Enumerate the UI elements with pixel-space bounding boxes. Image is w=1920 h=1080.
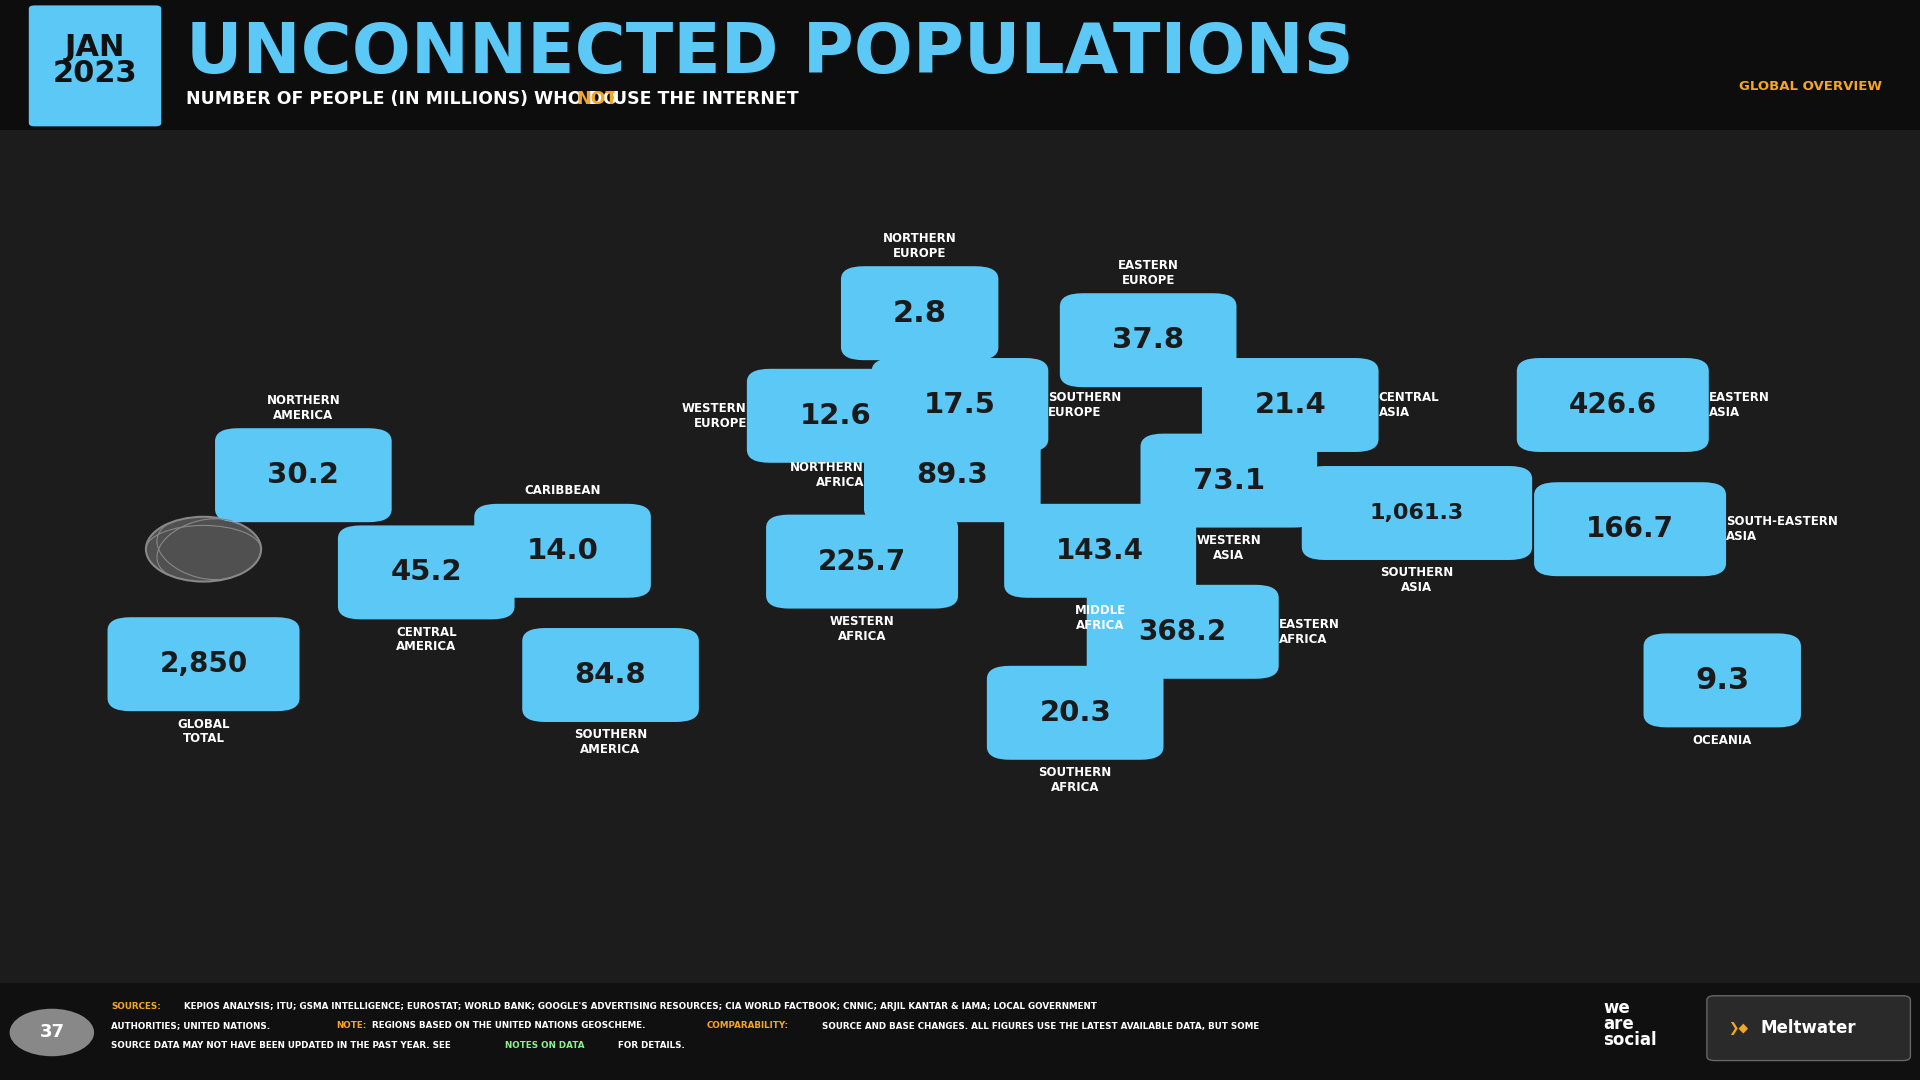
Text: SOUTHERN
EUROPE: SOUTHERN EUROPE bbox=[1048, 391, 1121, 419]
Text: JAN
2023: JAN 2023 bbox=[52, 32, 138, 89]
Text: 37.8: 37.8 bbox=[1112, 326, 1185, 354]
FancyBboxPatch shape bbox=[1202, 357, 1379, 451]
Text: SOURCE AND BASE CHANGES. ALL FIGURES USE THE LATEST AVAILABLE DATA, BUT SOME: SOURCE AND BASE CHANGES. ALL FIGURES USE… bbox=[822, 1022, 1260, 1030]
Text: 368.2: 368.2 bbox=[1139, 618, 1227, 646]
Text: NOTE:: NOTE: bbox=[336, 1022, 367, 1030]
Text: WESTERN
AFRICA: WESTERN AFRICA bbox=[829, 616, 895, 643]
Text: 9.3: 9.3 bbox=[1695, 666, 1749, 694]
FancyBboxPatch shape bbox=[1060, 293, 1236, 387]
Text: SOURCES:: SOURCES: bbox=[111, 1002, 161, 1011]
Text: 17.5: 17.5 bbox=[924, 391, 996, 419]
Text: SOUTH-EASTERN
ASIA: SOUTH-EASTERN ASIA bbox=[1726, 515, 1837, 543]
Text: 84.8: 84.8 bbox=[574, 661, 647, 689]
Text: SOURCE DATA MAY NOT HAVE BEEN UPDATED IN THE PAST YEAR. SEE: SOURCE DATA MAY NOT HAVE BEEN UPDATED IN… bbox=[111, 1041, 451, 1050]
Text: SOUTHERN
AFRICA: SOUTHERN AFRICA bbox=[1039, 767, 1112, 794]
Text: we
are
social: we are social bbox=[1603, 999, 1657, 1049]
Bar bbox=[0, 0, 1920, 130]
Text: KEPIOS ANALYSIS; ITU; GSMA INTELLIGENCE; EUROSTAT; WORLD BANK; GOOGLE'S ADVERTIS: KEPIOS ANALYSIS; ITU; GSMA INTELLIGENCE;… bbox=[184, 1002, 1096, 1011]
Text: MIDDLE
AFRICA: MIDDLE AFRICA bbox=[1075, 605, 1125, 632]
Text: 2.8: 2.8 bbox=[893, 299, 947, 327]
Text: NOTES ON DATA: NOTES ON DATA bbox=[505, 1041, 584, 1050]
FancyBboxPatch shape bbox=[108, 618, 300, 711]
Text: NUMBER OF PEOPLE (IN MILLIONS) WHO DO: NUMBER OF PEOPLE (IN MILLIONS) WHO DO bbox=[186, 91, 624, 108]
Text: CARIBBEAN: CARIBBEAN bbox=[524, 484, 601, 497]
Text: 20.3: 20.3 bbox=[1039, 699, 1112, 727]
Text: USE THE INTERNET: USE THE INTERNET bbox=[607, 91, 799, 108]
Text: NORTHERN
AMERICA: NORTHERN AMERICA bbox=[267, 394, 340, 421]
Text: UNCONNECTED POPULATIONS: UNCONNECTED POPULATIONS bbox=[186, 21, 1354, 87]
Text: GLOBAL OVERVIEW: GLOBAL OVERVIEW bbox=[1740, 80, 1882, 93]
Text: SOUTHERN
ASIA: SOUTHERN ASIA bbox=[1380, 566, 1453, 594]
Text: 14.0: 14.0 bbox=[526, 537, 599, 565]
Circle shape bbox=[10, 1009, 94, 1056]
Text: CENTRAL
AMERICA: CENTRAL AMERICA bbox=[396, 626, 457, 653]
FancyBboxPatch shape bbox=[1707, 996, 1910, 1061]
Text: Meltwater: Meltwater bbox=[1761, 1020, 1857, 1037]
FancyBboxPatch shape bbox=[1087, 585, 1279, 679]
Text: 143.4: 143.4 bbox=[1056, 537, 1144, 565]
Text: 2,850: 2,850 bbox=[159, 650, 248, 678]
FancyBboxPatch shape bbox=[1517, 357, 1709, 451]
Text: 73.1: 73.1 bbox=[1192, 467, 1265, 495]
Text: 1,061.3: 1,061.3 bbox=[1369, 503, 1465, 523]
Text: EASTERN
ASIA: EASTERN ASIA bbox=[1709, 391, 1770, 419]
Text: 37: 37 bbox=[38, 1024, 65, 1041]
Text: EASTERN
EUROPE: EASTERN EUROPE bbox=[1117, 259, 1179, 286]
FancyBboxPatch shape bbox=[1140, 433, 1317, 527]
Text: AUTHORITIES; UNITED NATIONS.: AUTHORITIES; UNITED NATIONS. bbox=[111, 1022, 271, 1030]
FancyBboxPatch shape bbox=[864, 428, 1041, 522]
Text: COMPARABILITY:: COMPARABILITY: bbox=[707, 1022, 789, 1030]
Text: NOT: NOT bbox=[576, 91, 618, 108]
Text: 12.6: 12.6 bbox=[799, 402, 872, 430]
FancyBboxPatch shape bbox=[1644, 633, 1801, 728]
FancyBboxPatch shape bbox=[766, 515, 958, 608]
FancyBboxPatch shape bbox=[747, 369, 924, 462]
Text: CENTRAL
ASIA: CENTRAL ASIA bbox=[1379, 391, 1440, 419]
Text: OCEANIA: OCEANIA bbox=[1693, 734, 1751, 747]
FancyBboxPatch shape bbox=[215, 428, 392, 522]
Text: 426.6: 426.6 bbox=[1569, 391, 1657, 419]
FancyBboxPatch shape bbox=[522, 629, 699, 721]
FancyBboxPatch shape bbox=[987, 665, 1164, 760]
Circle shape bbox=[146, 517, 261, 581]
Text: 225.7: 225.7 bbox=[818, 548, 906, 576]
FancyBboxPatch shape bbox=[338, 526, 515, 619]
FancyBboxPatch shape bbox=[1004, 503, 1196, 597]
FancyBboxPatch shape bbox=[841, 266, 998, 361]
Text: NORTHERN
EUROPE: NORTHERN EUROPE bbox=[883, 232, 956, 259]
FancyBboxPatch shape bbox=[872, 357, 1048, 451]
Text: 30.2: 30.2 bbox=[267, 461, 340, 489]
Text: WESTERN
EUROPE: WESTERN EUROPE bbox=[682, 402, 747, 430]
Text: WESTERN
ASIA: WESTERN ASIA bbox=[1196, 534, 1261, 562]
Text: GLOBAL
TOTAL: GLOBAL TOTAL bbox=[177, 717, 230, 745]
Text: 21.4: 21.4 bbox=[1254, 391, 1327, 419]
FancyBboxPatch shape bbox=[1534, 482, 1726, 576]
Text: FOR DETAILS.: FOR DETAILS. bbox=[618, 1041, 685, 1050]
Bar bbox=[0, 983, 1920, 1080]
Text: EASTERN
AFRICA: EASTERN AFRICA bbox=[1279, 618, 1340, 646]
Text: SOUTHERN
AMERICA: SOUTHERN AMERICA bbox=[574, 728, 647, 756]
Text: 45.2: 45.2 bbox=[390, 558, 463, 586]
Text: REGIONS BASED ON THE UNITED NATIONS GEOSCHEME.: REGIONS BASED ON THE UNITED NATIONS GEOS… bbox=[372, 1022, 645, 1030]
FancyBboxPatch shape bbox=[29, 5, 161, 126]
Text: ❯◆: ❯◆ bbox=[1728, 1022, 1747, 1035]
Text: 89.3: 89.3 bbox=[916, 461, 989, 489]
FancyBboxPatch shape bbox=[1302, 467, 1532, 559]
Text: NORTHERN
AFRICA: NORTHERN AFRICA bbox=[791, 461, 864, 489]
FancyBboxPatch shape bbox=[474, 503, 651, 597]
Text: 166.7: 166.7 bbox=[1586, 515, 1674, 543]
